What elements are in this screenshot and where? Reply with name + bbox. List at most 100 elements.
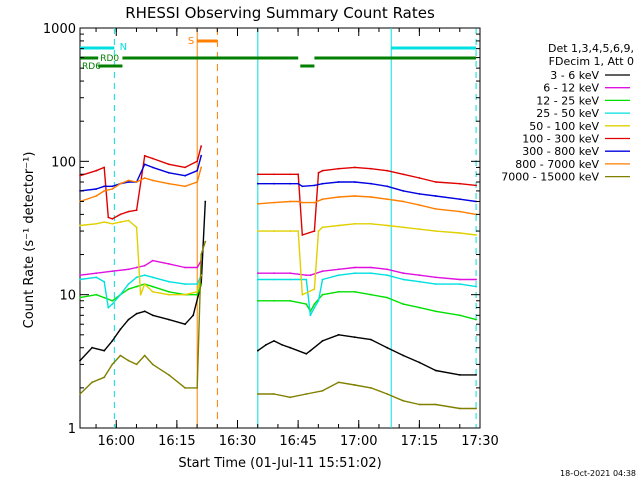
data-point: [353, 195, 356, 197]
data-point: [119, 354, 122, 357]
data-point: [321, 226, 324, 229]
x-tick-label: 16:00: [98, 434, 135, 449]
data-point: [196, 266, 199, 269]
data-point: [103, 376, 106, 379]
timestamp: 18-Oct-2021 04:38: [560, 469, 636, 478]
data-point: [196, 181, 199, 183]
data-point: [313, 230, 316, 233]
data-point: [301, 293, 304, 296]
x-tick-label: 17:30: [461, 434, 498, 449]
series-line: [79, 219, 202, 296]
data-point: [91, 346, 93, 349]
data-point: [289, 182, 292, 185]
rd6-label: RD6: [82, 62, 101, 72]
legend-label: 50 - 100 keV: [529, 120, 599, 133]
data-point: [402, 226, 405, 229]
data-point: [168, 163, 170, 166]
data-point: [353, 266, 356, 269]
data-point: [95, 276, 98, 279]
data-point: [111, 218, 114, 220]
series-3: [79, 272, 477, 317]
data-point: [321, 389, 324, 392]
data-point: [204, 240, 207, 243]
data-point: [337, 333, 340, 336]
data-point: [79, 296, 81, 299]
data-point: [386, 393, 389, 395]
data-point: [313, 288, 316, 290]
data-point: [204, 200, 207, 203]
data-point: [370, 167, 372, 170]
data-point: [321, 340, 324, 342]
data-point: [313, 184, 316, 187]
data-point: [321, 293, 324, 296]
x-axis-label: Start Time (01-Jul-11 15:51:02): [178, 456, 381, 471]
y-tick-label: 1: [68, 422, 76, 437]
data-point: [459, 283, 461, 285]
data-point: [151, 314, 154, 317]
data-point: [305, 352, 308, 355]
data-point: [135, 276, 138, 279]
data-point: [127, 219, 130, 222]
legend-label: 12 - 25 keV: [536, 94, 599, 107]
data-point: [192, 314, 195, 317]
data-point: [317, 299, 320, 302]
data-point: [475, 374, 477, 376]
series-4: [79, 219, 477, 296]
data-point: [321, 278, 324, 281]
data-point: [135, 209, 138, 212]
data-point: [103, 190, 106, 192]
data-point: [256, 278, 259, 281]
data-point: [151, 259, 154, 262]
data-point: [337, 196, 340, 198]
data-point: [196, 290, 199, 293]
data-point: [459, 182, 461, 185]
data-point: [273, 278, 275, 281]
data-point: [168, 171, 170, 174]
data-point: [184, 293, 187, 296]
chart-title: RHESSI Observing Summary Count Rates: [125, 4, 435, 22]
data-point: [337, 167, 340, 170]
data-point: [289, 299, 292, 302]
data-point: [184, 283, 187, 285]
data-point: [196, 283, 199, 285]
data-point: [119, 328, 122, 331]
series-line: [257, 334, 477, 376]
data-point: [151, 157, 154, 160]
data-point: [386, 346, 389, 349]
data-point: [289, 346, 292, 349]
data-point: [475, 285, 477, 288]
data-point: [418, 403, 421, 406]
data-point: [200, 166, 203, 169]
data-point: [418, 306, 421, 309]
data-point: [168, 182, 170, 185]
data-point: [151, 276, 154, 279]
data-point: [168, 293, 170, 296]
data-point: [434, 230, 437, 233]
x-tick-label: 17:15: [401, 434, 438, 449]
data-point: [402, 354, 405, 357]
data-point: [119, 182, 122, 185]
data-point: [317, 230, 320, 233]
data-point: [321, 198, 324, 201]
data-point: [273, 393, 275, 395]
series-line: [257, 381, 477, 410]
data-point: [370, 293, 372, 296]
data-point: [309, 314, 312, 317]
data-point: [151, 290, 154, 293]
data-point: [297, 230, 300, 233]
series-line: [257, 291, 477, 321]
data-point: [434, 283, 437, 285]
data-point: [111, 270, 114, 273]
data-point: [434, 181, 437, 183]
data-point: [184, 174, 187, 177]
data-point: [353, 272, 356, 275]
data-point: [95, 293, 98, 296]
data-point: [305, 303, 308, 305]
data-point: [127, 181, 130, 183]
series-2: [79, 283, 477, 321]
plot-area: [79, 27, 481, 429]
data-point: [301, 201, 304, 204]
data-point: [184, 387, 187, 389]
data-point: [305, 274, 308, 277]
